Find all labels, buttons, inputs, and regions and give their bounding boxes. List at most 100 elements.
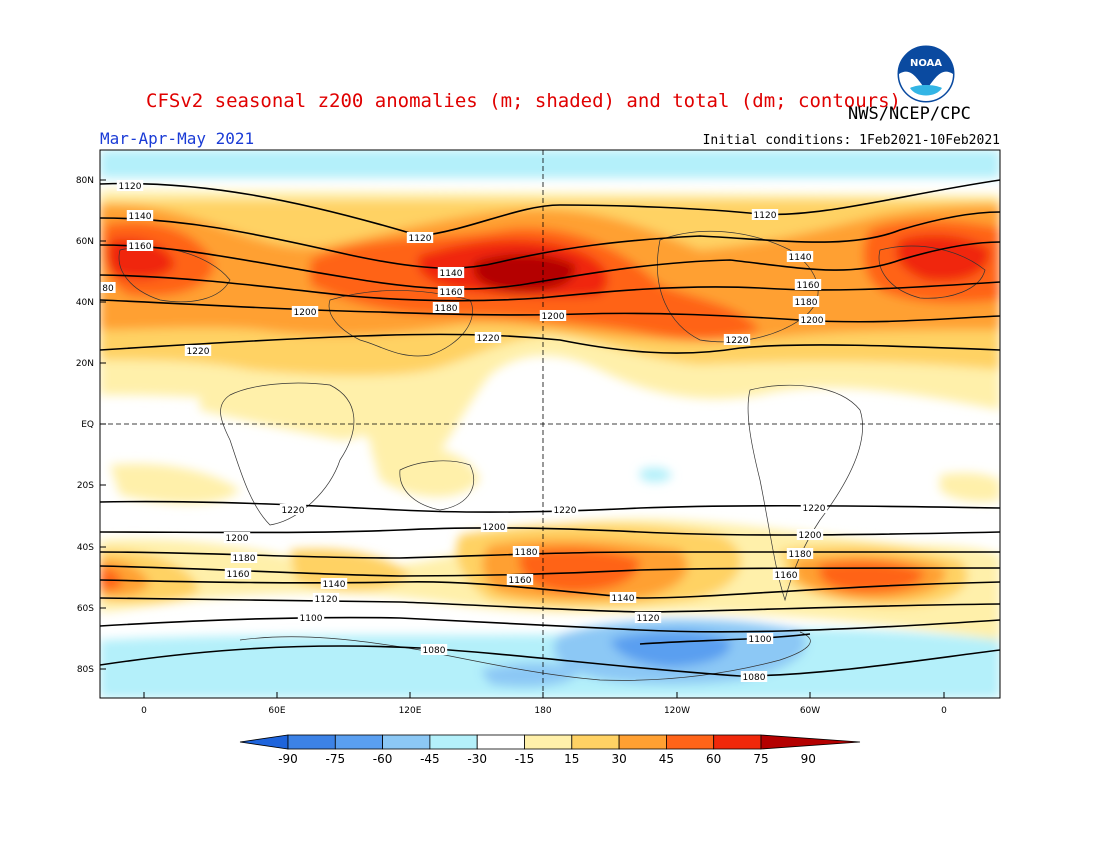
colorbar-label: 15: [564, 752, 579, 766]
contour-label: 1180: [233, 554, 256, 564]
contour-label: 1160: [797, 281, 820, 291]
colorbar-swatch: [429, 734, 478, 750]
lon-tick-label: 60E: [268, 706, 285, 716]
contour-labels: 1120114011601200122011201140116011801200…: [100, 180, 828, 683]
contour-label: 1120: [119, 182, 142, 192]
colorbar-label: 60: [706, 752, 721, 766]
contour-label-bg: [116, 180, 144, 191]
contour-label: 1200: [801, 316, 824, 326]
colorbar-swatch: [618, 734, 667, 750]
contour-label-bg: [746, 633, 774, 644]
lat-tick-label: 40N: [76, 298, 94, 308]
contour-label-bg: [126, 240, 154, 251]
lat-tick-label: 60N: [76, 237, 94, 247]
contour-label-bg: [474, 332, 502, 343]
contour-label: 1220: [803, 504, 826, 514]
contour-label: 1140: [612, 594, 635, 604]
lat-tick-label: 80N: [76, 176, 94, 186]
colorbar-label: -75: [325, 752, 345, 766]
chart-title: CFSv2 seasonal z200 anomalies (m; shaded…: [146, 90, 901, 112]
contour-label-bg: [723, 334, 751, 345]
contour-label-bg: [480, 521, 508, 532]
contour-label: 1160: [440, 288, 463, 298]
contour-label: 1160: [227, 570, 250, 580]
contour-label: 1220: [726, 336, 749, 346]
colorbar-right-arrow: [760, 734, 861, 750]
contour-label: 1220: [477, 334, 500, 344]
colorbar-swatch: [524, 734, 573, 750]
contour-label: 1120: [409, 234, 432, 244]
contour-label-bg: [786, 548, 814, 559]
contour-label: 1200: [483, 523, 506, 533]
contour-label: 1220: [282, 506, 305, 516]
colorbar-label: 90: [801, 752, 816, 766]
contour-label: 1160: [775, 571, 798, 581]
contour-label-bg: [312, 593, 340, 604]
colorbar-left-arrow: [239, 734, 289, 750]
lat-tick-label: 20N: [76, 359, 94, 369]
contour-label-bg: [506, 574, 534, 585]
contour-label: 1080: [423, 646, 446, 656]
lon-tick-label: 120E: [399, 706, 422, 716]
lon-tick-label: 0: [141, 706, 147, 716]
contour-label-bg: [432, 302, 460, 313]
colorbar-swatch: [476, 734, 525, 750]
contour-label-bg: [609, 592, 637, 603]
contour-label-bg: [740, 671, 768, 682]
contour-label-bg: [230, 552, 258, 563]
contour-label: 1180: [789, 550, 812, 560]
colorbar-label: 75: [753, 752, 768, 766]
contour-label-bg: [406, 232, 434, 243]
contour-label-bg: [126, 210, 154, 221]
contour-label: 1140: [129, 212, 152, 222]
contour-label: 1120: [637, 614, 660, 624]
contour-label-bg: [551, 504, 579, 515]
lon-tick-label: 60W: [800, 706, 820, 716]
colorbar-label: -15: [515, 752, 535, 766]
contour-label: 1080: [743, 673, 766, 683]
colorbar-swatch: [713, 734, 762, 750]
contour-label-bg: [512, 546, 540, 557]
contour-label: 1140: [440, 269, 463, 279]
contour-label-bg: [100, 282, 116, 293]
colorbar-swatch: [571, 734, 620, 750]
colorbar-swatch: [666, 734, 715, 750]
contour-label: 1120: [754, 211, 777, 221]
contour-label: 1200: [542, 312, 565, 322]
colorbar: -90 -75 -60 -45 -30 -15 15 30 45 60 75 90: [239, 734, 861, 766]
contour-label: 1220: [187, 347, 210, 357]
contour-label: 1200: [226, 534, 249, 544]
contour-label-bg: [184, 345, 212, 356]
colorbar-swatch: [334, 734, 383, 750]
contour-label-bg: [224, 568, 252, 579]
noaa-logo: NOAA: [896, 44, 956, 108]
lat-tick-label: EQ: [81, 420, 94, 430]
contour-label: 1220: [554, 506, 577, 516]
logo-text: NOAA: [910, 58, 942, 69]
contour-label: 1200: [799, 531, 822, 541]
contour-label-bg: [772, 569, 800, 580]
contour-label-bg: [792, 296, 820, 307]
lon-tick-label: 0: [941, 706, 947, 716]
contour-label: 1140: [789, 253, 812, 263]
contour-label-bg: [297, 612, 325, 623]
contour-label-bg: [279, 504, 307, 515]
lat-tick-label: 40S: [77, 543, 94, 553]
colorbar-label: 45: [659, 752, 674, 766]
contour-label: 1100: [749, 635, 772, 645]
contour-label: 1160: [509, 576, 532, 586]
period-label: Mar-Apr-May 2021: [100, 129, 255, 148]
lon-tick-label: 120W: [664, 706, 690, 716]
contour-label: 1100: [300, 614, 323, 624]
contour-label-bg: [794, 279, 822, 290]
lat-tick-label: 60S: [77, 604, 94, 614]
colorbar-label: -90: [278, 752, 298, 766]
contour-label-bg: [800, 502, 828, 513]
lat-tick-label: 80S: [77, 665, 94, 675]
contour-label-bg: [798, 314, 826, 325]
contour-label-bg: [751, 209, 779, 220]
colorbar-label: -30: [467, 752, 487, 766]
contour-label: 1140: [323, 580, 346, 590]
contour-label-bg: [786, 251, 814, 262]
